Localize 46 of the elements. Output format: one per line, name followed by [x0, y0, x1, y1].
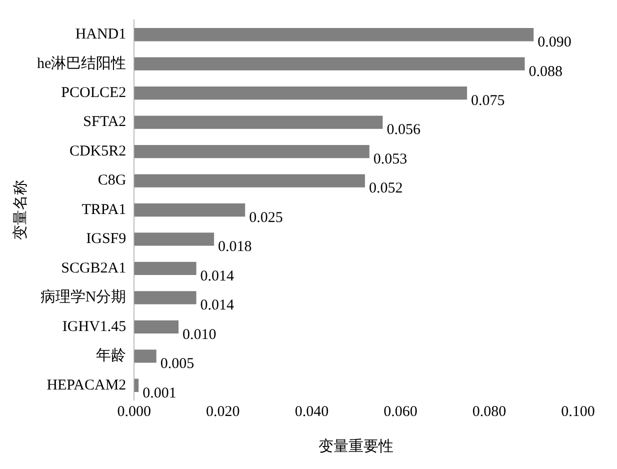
data-label: 0.025	[249, 210, 283, 226]
y-tick-label: CDK5R2	[69, 143, 126, 160]
data-label: 0.005	[160, 356, 194, 372]
bar	[134, 232, 214, 246]
data-label: 0.052	[368, 180, 403, 197]
y-tick-label: IGSF9	[86, 231, 126, 248]
y-tick-label: IGHV1.45	[62, 318, 126, 335]
x-axis-title: 变量重要性	[318, 438, 394, 455]
x-tick-label: 0.060	[384, 404, 418, 420]
x-tick-label: 0.040	[294, 404, 329, 420]
y-tick-label: TRPA1	[82, 202, 126, 218]
data-label: 0.014	[200, 268, 235, 284]
bar	[134, 262, 196, 276]
bar	[134, 320, 179, 334]
bar	[134, 57, 525, 70]
data-label: 0.088	[528, 64, 562, 80]
data-label: 0.010	[182, 326, 216, 343]
bar	[134, 203, 246, 217]
bar	[134, 28, 534, 42]
x-tick-label: 0.020	[206, 404, 240, 420]
y-tick-label: 病理学N分期	[40, 288, 126, 306]
bar	[134, 116, 383, 129]
bar	[134, 174, 365, 188]
y-axis-title: 变量名称	[12, 180, 29, 240]
bar	[134, 291, 196, 304]
x-tick-label: 0.000	[117, 404, 152, 420]
y-tick-label: HEPACAM2	[46, 377, 126, 394]
bar	[134, 144, 370, 158]
y-tick-label: SFTA2	[83, 114, 126, 130]
y-tick-label: SCGB2A1	[61, 260, 126, 276]
data-label: 0.075	[471, 93, 505, 110]
data-label: 0.014	[200, 298, 235, 314]
x-tick-label: 0.080	[472, 404, 506, 420]
x-tick-label: 0.100	[561, 404, 595, 420]
bar	[134, 350, 156, 363]
y-tick-label: he淋巴结阳性	[36, 54, 126, 72]
data-label: 0.056	[386, 122, 421, 138]
data-label: 0.001	[142, 385, 176, 402]
bar	[134, 86, 468, 100]
y-tick-label: 年龄	[96, 347, 126, 364]
y-tick-label: PCOLCE2	[61, 85, 126, 102]
y-tick-label: C8G	[98, 172, 126, 189]
data-label: 0.053	[373, 151, 408, 168]
data-label: 0.090	[538, 34, 572, 51]
y-tick-label: HAND1	[75, 26, 126, 43]
data-label: 0.018	[218, 239, 252, 256]
